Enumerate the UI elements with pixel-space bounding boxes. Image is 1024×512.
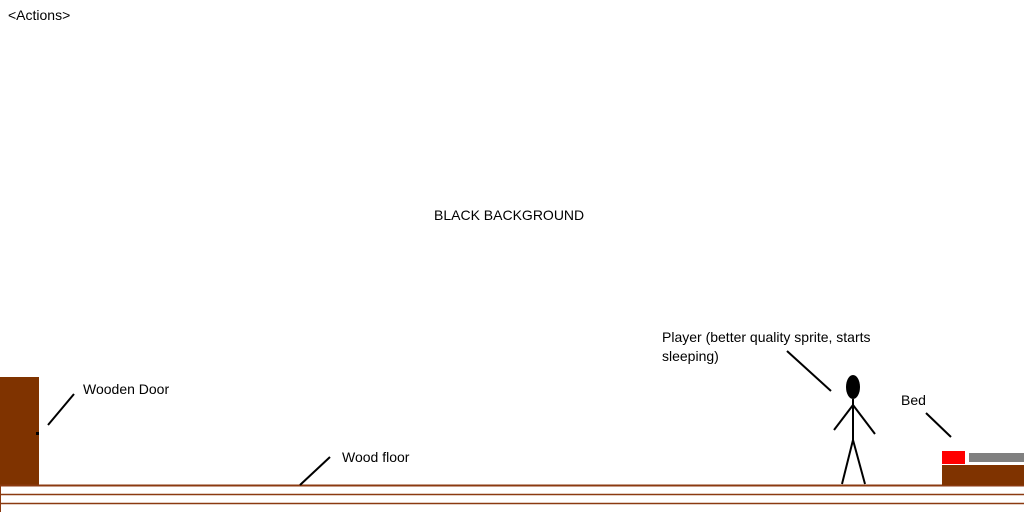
- player-leg-left: [841, 439, 854, 485]
- bed-frame: [942, 465, 1024, 485]
- wood-floor: [0, 484, 1024, 512]
- player-head: [846, 375, 860, 399]
- bed-icon: [942, 451, 1024, 485]
- background-annotation: BLACK BACKGROUND: [434, 207, 585, 223]
- bed-pillow: [942, 451, 965, 464]
- player-arm-right: [852, 404, 876, 435]
- floor-annotation: Wood floor: [342, 449, 410, 465]
- player-stick-figure-icon: [833, 375, 876, 485]
- player-arm-left: [833, 404, 854, 431]
- player-annotation: Player (better quality sprite, starts sl…: [662, 329, 871, 364]
- door-pointer: [47, 393, 75, 426]
- floor-pointer: [299, 456, 331, 486]
- bed-annotation: Bed: [901, 392, 926, 408]
- player-leg-right: [852, 439, 866, 485]
- door-knob: [36, 432, 39, 435]
- wooden-door-icon: [0, 377, 39, 485]
- bed-blanket: [969, 453, 1024, 462]
- actions-menu-label[interactable]: <Actions>: [8, 7, 71, 23]
- bed-pointer: [925, 412, 952, 438]
- player-pointer: [786, 350, 832, 392]
- door-panel: [0, 377, 39, 485]
- door-annotation: Wooden Door: [83, 381, 170, 397]
- annotation-pointers: [47, 350, 952, 486]
